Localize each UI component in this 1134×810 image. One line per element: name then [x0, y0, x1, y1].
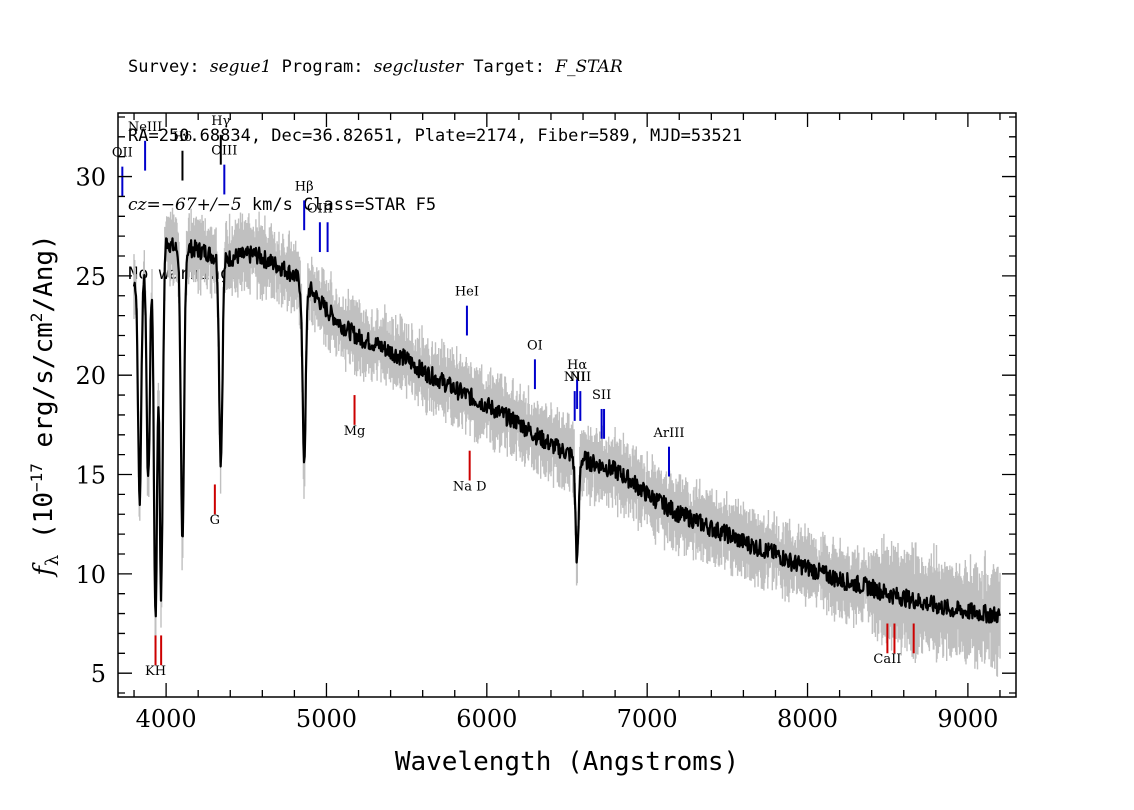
emission-line-label: SII: [592, 388, 611, 403]
spectral-line-markers: OIINeIIIOIIIHβOIIIHeIOINIIHαNIISIIArIIIK…: [112, 114, 915, 679]
y-tick-label: 20: [75, 362, 106, 390]
y-tick-label: 30: [75, 164, 106, 192]
balmer-line-label: Hδ: [173, 130, 192, 145]
emission-line-label: NeIII: [128, 120, 162, 135]
emission-line-label: Hα: [567, 358, 587, 373]
emission-line-label: OII: [112, 146, 133, 161]
x-tick-label: 9000: [937, 705, 998, 733]
balmer-line-label: Hγ: [211, 114, 230, 129]
absorption-line-label: Na D: [453, 479, 487, 494]
absorption-line-label: G: [210, 513, 220, 528]
tick-marks: [118, 113, 1016, 697]
spectrum-header: Survey: segue1 Program: segcluster Targe…: [128, 10, 742, 309]
x-tick-label: 8000: [777, 705, 838, 733]
absorption-line-label: CaII: [873, 652, 901, 667]
target-label: Target:: [463, 57, 556, 77]
error-band: [133, 207, 1001, 677]
emission-line-label: ArIII: [652, 426, 684, 441]
emission-line-label: Hβ: [295, 179, 314, 194]
program-label: Program:: [271, 57, 374, 77]
y-tick-label: 10: [75, 561, 106, 589]
y-tick-label: 15: [75, 462, 106, 490]
emission-line-label: NII: [569, 370, 591, 385]
emission-line-label: OIII: [211, 144, 237, 159]
y-tick-label: 5: [91, 660, 106, 688]
x-tick-label: 5000: [296, 705, 357, 733]
survey-label: Survey:: [128, 57, 210, 77]
emission-line-label: OI: [527, 338, 543, 353]
axis-ticks: 4000 5000 6000 7000 8000 9000 5 10 15 20 25 30: [75, 113, 1016, 733]
emission-line-label: NII: [564, 370, 586, 385]
target-value: F_STAR: [555, 57, 623, 77]
emission-line-label: HeI: [455, 285, 479, 300]
plot-frame: [117, 112, 1017, 698]
header-line-2: RA=250.68834, Dec=36.82651, Plate=2174, …: [128, 126, 743, 146]
class-value: km/s Class=STAR F5: [241, 195, 437, 215]
header-line-3: cz=−67+/−5 km/s Class=STAR F5: [128, 194, 742, 217]
x-tick-label: 7000: [617, 705, 678, 733]
emission-line-label: OIII: [307, 201, 333, 216]
absorption-line-label: Mg: [344, 424, 366, 439]
redshift-value: cz=−67+/−5: [128, 195, 242, 215]
absorption-line-label: KH: [145, 664, 166, 679]
survey-value: segue1: [209, 57, 272, 77]
x-axis-title: Wavelength (Angstroms): [395, 747, 739, 777]
y-tick-label: 25: [75, 263, 106, 291]
y-axis-title: fλ (10−17 erg/s/cm2/Ang): [27, 234, 63, 577]
spectrum-line: [132, 237, 1002, 624]
spectrum-series: [132, 237, 1002, 624]
x-tick-label: 6000: [456, 705, 517, 733]
program-value: segcluster: [373, 57, 464, 77]
x-tick-label: 4000: [136, 705, 197, 733]
header-line-1: Survey: segue1 Program: segcluster Targe…: [128, 56, 742, 79]
error-bars: [133, 207, 1001, 677]
